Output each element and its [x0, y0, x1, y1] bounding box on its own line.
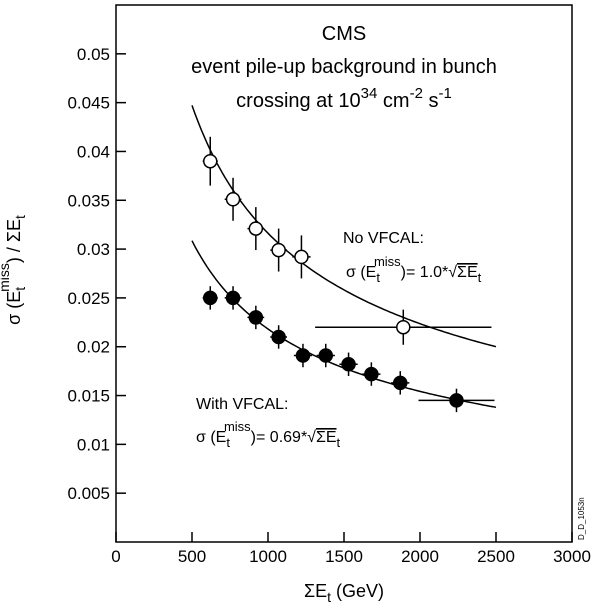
- data-point-no-vfcal: [225, 192, 241, 207]
- y-tick-label: 0.035: [67, 191, 110, 210]
- document-id: D_D_1053n: [577, 497, 586, 540]
- y-tick-label: 0.03: [77, 240, 110, 259]
- y-axis-label: σ (Etmiss) / ΣEt: [0, 215, 28, 325]
- annotation-no-vfcal-formula: σ (Etmiss)= 1.0*√ΣEt: [346, 254, 482, 285]
- data-point-with-vfcal: [364, 366, 379, 382]
- annotation-no-vfcal-label: No VFCAL:: [343, 230, 424, 247]
- data-point-with-vfcal: [449, 393, 464, 408]
- y-tick-label: 0.045: [67, 94, 110, 113]
- x-tick-label: 1000: [249, 547, 287, 566]
- data-point-with-vfcal: [341, 357, 356, 372]
- chart-title-line3: crossing at 1034 cm-2 s-1: [236, 85, 452, 112]
- x-tick-label: 500: [178, 547, 206, 566]
- x-tick-label: 2500: [477, 547, 515, 566]
- x-tick-label: 1500: [325, 547, 363, 566]
- fit-curve: [191, 105, 497, 348]
- x-tick-label: 2000: [401, 547, 439, 566]
- data-point-with-vfcal: [271, 329, 286, 345]
- y-tick-label: 0.04: [77, 142, 110, 161]
- data-point-no-vfcal: [248, 221, 264, 236]
- data-point-with-vfcal: [225, 290, 241, 306]
- y-tick-label: 0.01: [77, 435, 110, 454]
- data-point-no-vfcal: [271, 242, 286, 258]
- chart-title-line1: CMS: [322, 23, 366, 45]
- data-point-with-vfcal: [392, 375, 408, 391]
- x-tick-label: 3000: [553, 547, 591, 566]
- data-points: [202, 136, 495, 413]
- x-tick-label: 0: [111, 547, 120, 566]
- chart-title-line2: event pile-up background in bunch: [191, 56, 497, 78]
- y-tick-label: 0.025: [67, 289, 110, 308]
- data-point-with-vfcal: [202, 290, 218, 306]
- annotation-with-vfcal-label: With VFCAL:: [196, 396, 288, 413]
- data-point-no-vfcal: [202, 153, 218, 169]
- y-tick-label: 0.02: [77, 338, 110, 357]
- y-tick-label: 0.005: [67, 484, 110, 503]
- data-point-with-vfcal: [295, 348, 311, 363]
- data-point-with-vfcal: [318, 348, 334, 363]
- data-point-with-vfcal: [248, 310, 264, 325]
- data-point-no-vfcal: [294, 249, 309, 265]
- y-tick-label: 0.015: [67, 387, 110, 406]
- annotation-with-vfcal-formula: σ (Etmiss)= 0.69*√ΣEt: [196, 419, 341, 450]
- axes: 0 500 1000 1500 2000 2500 3000 0.005 0.01 0.015 0.…: [67, 45, 590, 566]
- plot-frame: [115, 4, 573, 543]
- x-axis-label: ΣEt (GeV): [304, 581, 384, 605]
- data-point-no-vfcal: [396, 319, 411, 335]
- y-tick-label: 0.05: [77, 45, 110, 64]
